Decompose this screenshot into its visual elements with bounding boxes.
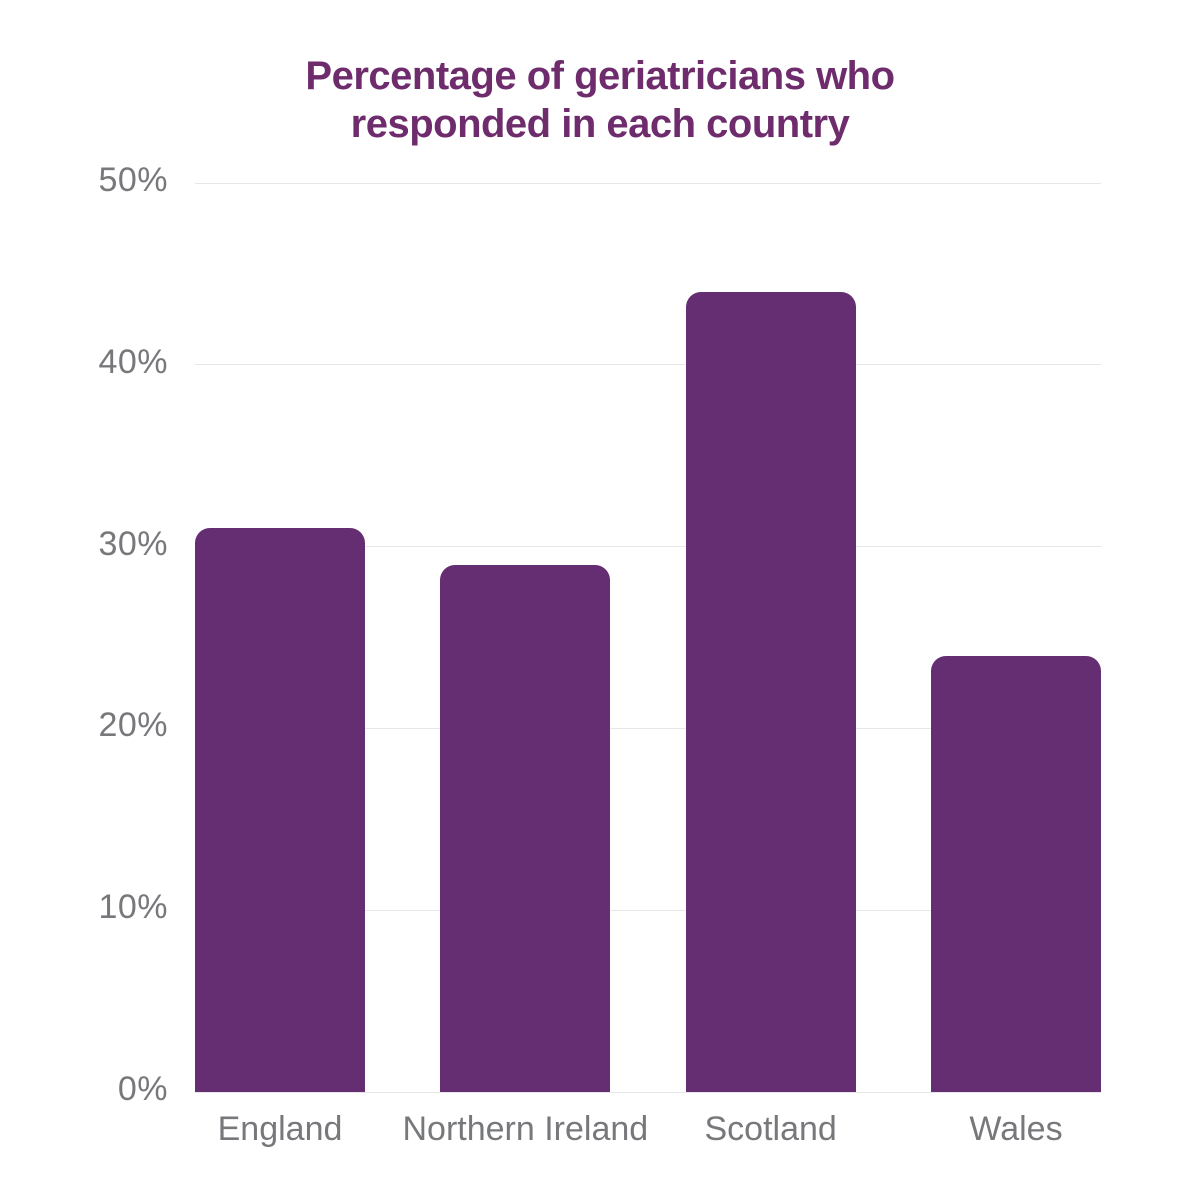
- bar-scotland[interactable]: [685, 292, 856, 1092]
- bar-england[interactable]: [195, 528, 365, 1092]
- xtick-label-northern-ireland: Northern Ireland: [402, 1110, 649, 1148]
- gridline-30: [195, 546, 1101, 548]
- ytick-label-10: 10%: [98, 888, 168, 927]
- gridline-50: [195, 182, 1101, 184]
- ytick-label-30: 30%: [98, 524, 168, 563]
- ytick-label-50: 50%: [98, 161, 168, 199]
- ytick-label-40: 40%: [98, 342, 168, 381]
- xtick-label-wales: Wales: [969, 1110, 1063, 1148]
- chart-title-text: Percentage of geriatricians who responde…: [305, 54, 895, 146]
- gridline-20: [195, 727, 1101, 729]
- gridline-10: [195, 909, 1101, 911]
- xtick-label-scotland: Scotland: [704, 1110, 837, 1148]
- gridline-40: [195, 364, 1101, 366]
- ytick-label-20: 20%: [98, 706, 168, 745]
- bar-wales[interactable]: [931, 655, 1101, 1092]
- gridline-0: [195, 1091, 1101, 1093]
- ytick-label-0: 0%: [117, 1070, 168, 1108]
- xtick-label-england: England: [217, 1110, 343, 1148]
- chart-title: Percentage of geriatricians who responde…: [0, 52, 1200, 148]
- bar-northern-ireland[interactable]: [440, 564, 611, 1092]
